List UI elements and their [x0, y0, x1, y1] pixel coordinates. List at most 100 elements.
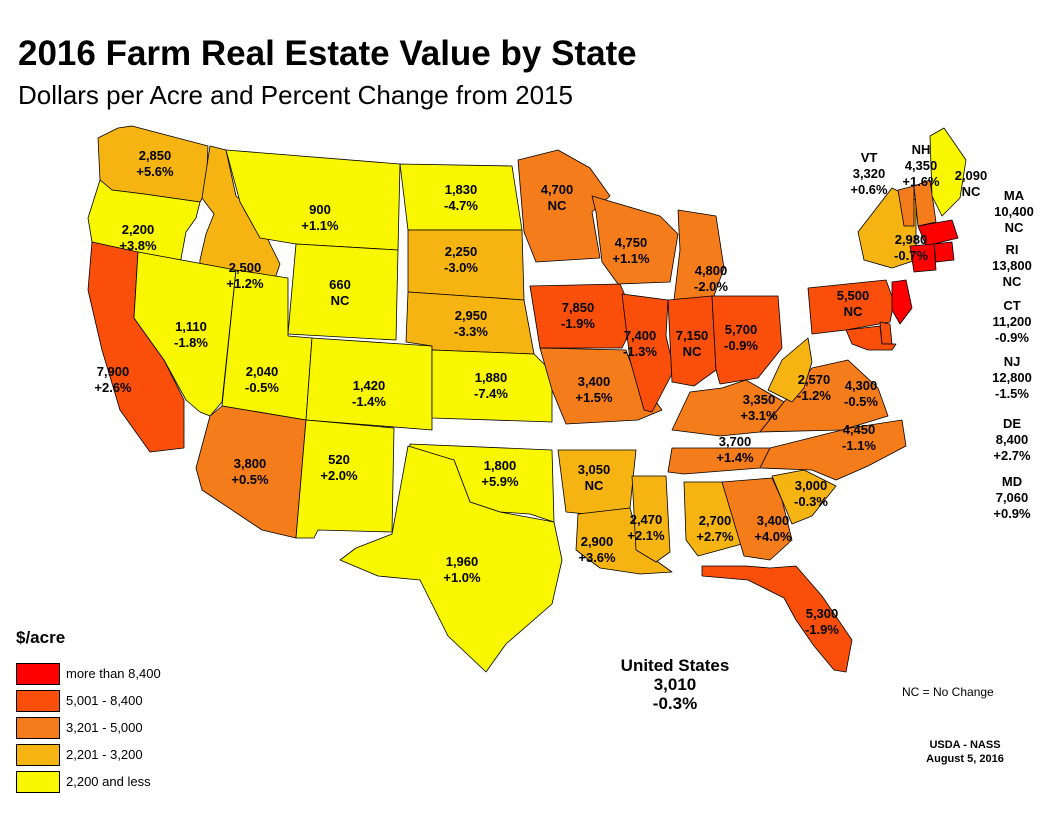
state-change: +3.1%: [740, 408, 778, 423]
state-label-wv: 2,570 -1.2%: [797, 372, 831, 403]
state-ne: [405, 291, 535, 355]
state-label-me: 2,090 NC: [955, 168, 988, 199]
state-label-wa: 2,850 +5.6%: [136, 148, 174, 179]
state-value: 12,800: [992, 370, 1032, 385]
state-or: [87, 179, 201, 265]
state-change: NC: [683, 344, 702, 359]
state-value: 3,000: [795, 478, 828, 493]
state-co: [305, 337, 433, 431]
state-label-ga: 3,400 +4.0%: [754, 513, 792, 544]
state-change: +0.5%: [231, 472, 269, 487]
state-abbr: MA: [1004, 188, 1025, 203]
state-ma: [917, 219, 959, 247]
state-value: 2,200: [122, 222, 155, 237]
state-abbr: NH: [912, 142, 931, 157]
state-value: 1,880: [475, 370, 508, 385]
state-nd: [399, 163, 523, 231]
state-label-il: 7,400 -1.3%: [623, 328, 657, 359]
state-value: 3,350: [743, 392, 776, 407]
state-mn: [517, 149, 611, 263]
state-value: 2,980: [895, 232, 928, 247]
state-mo: [539, 347, 663, 425]
state-change: -3.0%: [444, 260, 478, 275]
state-change: +2.0%: [320, 468, 358, 483]
state-value: 7,400: [624, 328, 657, 343]
state-change: +1.5%: [575, 390, 613, 405]
state-fl: [701, 565, 853, 673]
map-subtitle: Dollars per Acre and Percent Change from…: [18, 80, 573, 110]
state-change: -4.7%: [444, 198, 478, 213]
state-label-ma: MA 10,400 NC: [994, 188, 1034, 235]
state-value: 520: [328, 452, 350, 467]
state-pa: [807, 279, 895, 335]
state-label-wi: 4,750 +1.1%: [612, 235, 650, 266]
state-abbr: RI: [1006, 242, 1019, 257]
state-value: 5,700: [725, 322, 758, 337]
state-change: -0.9%: [995, 330, 1029, 345]
state-label-de: DE 8,400 +2.7%: [993, 416, 1031, 463]
us-total-label: United States: [620, 656, 730, 675]
state-value: 2,090: [955, 168, 988, 183]
state-change: NC: [548, 198, 567, 213]
state-change: -0.7%: [894, 248, 928, 263]
state-change: -0.3%: [794, 494, 828, 509]
legend-swatch: [16, 743, 60, 766]
state-change: -1.4%: [352, 394, 386, 409]
state-value: 7,060: [996, 490, 1029, 505]
state-value: 1,420: [353, 378, 386, 393]
state-value: 10,400: [994, 204, 1034, 219]
state-change: +1.1%: [301, 218, 339, 233]
state-label-in: 7,150 NC: [676, 328, 709, 359]
state-value: 4,700: [541, 182, 574, 197]
state-label-mn: 4,700 NC: [541, 182, 574, 213]
state-change: +1.0%: [443, 570, 481, 585]
state-label-ar: 3,050 NC: [578, 462, 611, 493]
legend-label: 3,201 - 5,000: [66, 720, 143, 735]
state-label-ny: 2,980 -0.7%: [894, 232, 928, 263]
state-value: 4,450: [843, 422, 876, 437]
state-az: [195, 405, 307, 539]
state-label-nc: 4,450 -1.1%: [842, 422, 876, 453]
source-note: USDA - NASS August 5, 2016: [900, 738, 1030, 766]
state-ky: [671, 379, 785, 437]
state-value: 5,300: [806, 606, 839, 621]
state-label-la: 2,900 +3.6%: [578, 534, 616, 565]
state-wi: [591, 195, 679, 285]
us-total: United States 3,010 -0.3%: [610, 656, 740, 713]
state-value: 4,750: [615, 235, 648, 250]
state-ri: [933, 241, 955, 263]
state-change: NC: [331, 293, 350, 308]
state-value: 7,900: [97, 364, 130, 379]
state-change: -1.5%: [995, 386, 1029, 401]
state-ct: [909, 243, 937, 273]
state-change: -7.4%: [474, 386, 508, 401]
state-nj: [891, 279, 913, 325]
state-value: 1,830: [445, 182, 478, 197]
state-in: [667, 295, 717, 387]
state-label-mi: 4,800 -2.0%: [694, 263, 728, 294]
state-value: 2,850: [139, 148, 172, 163]
legend-label: more than 8,400: [66, 666, 161, 681]
state-nm: [295, 419, 395, 539]
state-change: -3.3%: [454, 324, 488, 339]
state-change: +2.7%: [696, 529, 734, 544]
legend-item: 5,001 - 8,400: [16, 687, 161, 714]
state-label-oh: 5,700 -0.9%: [724, 322, 758, 353]
state-change: -1.8%: [174, 335, 208, 350]
state-value: 3,400: [578, 374, 611, 389]
state-value: 900: [309, 202, 331, 217]
state-wy: [287, 243, 399, 341]
state-label-ok: 1,800 +5.9%: [481, 458, 519, 489]
state-label-az: 3,800 +0.5%: [231, 456, 269, 487]
state-change: +0.6%: [850, 182, 888, 197]
state-ms: [631, 475, 671, 563]
state-change: +5.6%: [136, 164, 174, 179]
state-change: -2.0%: [694, 279, 728, 294]
state-label-tn: 3,700 +1.4%: [716, 434, 754, 465]
state-change: +1.1%: [612, 251, 650, 266]
state-label-nh: NH 4,350 +1.6%: [902, 142, 940, 189]
state-change: +3.6%: [578, 550, 616, 565]
state-change: NC: [962, 184, 981, 199]
nc-note: NC = No Change: [902, 685, 994, 699]
state-label-ne: 2,950 -3.3%: [454, 308, 488, 339]
